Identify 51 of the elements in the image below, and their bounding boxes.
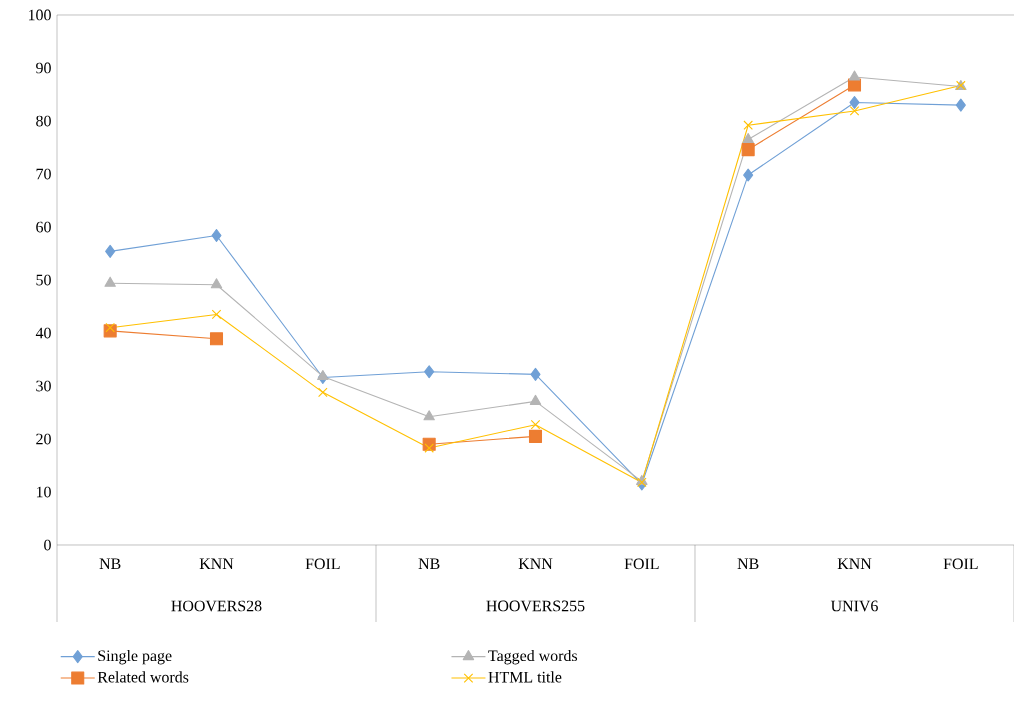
- point: [105, 322, 115, 333]
- point: [105, 244, 116, 258]
- text: HOOVERS28: [171, 600, 262, 612]
- point: [528, 429, 543, 443]
- point: [849, 106, 860, 116]
- point: [423, 410, 435, 421]
- y-tick-label: 90: [36, 62, 51, 74]
- x-tick-label: FOIL: [305, 558, 340, 570]
- text: HOOVERS255: [486, 600, 585, 612]
- x-tick-label: NB: [737, 558, 759, 569]
- point: [743, 120, 753, 131]
- x-tick-label: NB: [418, 558, 440, 569]
- point: [848, 70, 861, 81]
- y-tick-label: 0: [44, 539, 51, 551]
- y-tick-label: 70: [36, 168, 51, 180]
- y-tick-label: 10: [36, 486, 51, 498]
- x-tick-label: KNN: [837, 558, 872, 569]
- y-tick-label: 40: [35, 327, 51, 339]
- x-tick-label: KNN: [518, 558, 553, 569]
- point: [211, 228, 222, 242]
- x-tick-label: FOIL: [624, 558, 659, 570]
- text: UNIV6: [830, 600, 878, 612]
- x-tick-label: NB: [99, 558, 121, 569]
- point: [741, 143, 755, 157]
- point: [210, 278, 223, 289]
- point: [743, 168, 754, 182]
- point: [530, 419, 541, 430]
- y-tick-label: 50: [36, 274, 51, 286]
- point: [209, 332, 224, 346]
- point: [424, 365, 435, 379]
- y-tick-label: 80: [36, 115, 51, 127]
- legend-label: Single page: [98, 649, 172, 665]
- point: [424, 443, 434, 453]
- point: [849, 95, 860, 109]
- y-tick-label: 30: [36, 380, 51, 392]
- point: [530, 367, 541, 381]
- y-tick-label: 100: [28, 9, 51, 21]
- legend-label: Related words: [97, 671, 189, 683]
- y-tick-label: 20: [36, 433, 51, 445]
- point: [742, 133, 754, 144]
- point: [317, 369, 329, 380]
- point: [318, 387, 328, 398]
- x-tick-label: FOIL: [943, 558, 978, 570]
- legend-label: Tagged words: [488, 649, 578, 665]
- point: [104, 276, 116, 287]
- point: [211, 309, 222, 320]
- point: [955, 98, 966, 112]
- y-tick-label: 60: [36, 221, 51, 233]
- point: [529, 394, 542, 405]
- x-tick-label: KNN: [199, 558, 234, 569]
- legend-label: HTML title: [488, 671, 562, 683]
